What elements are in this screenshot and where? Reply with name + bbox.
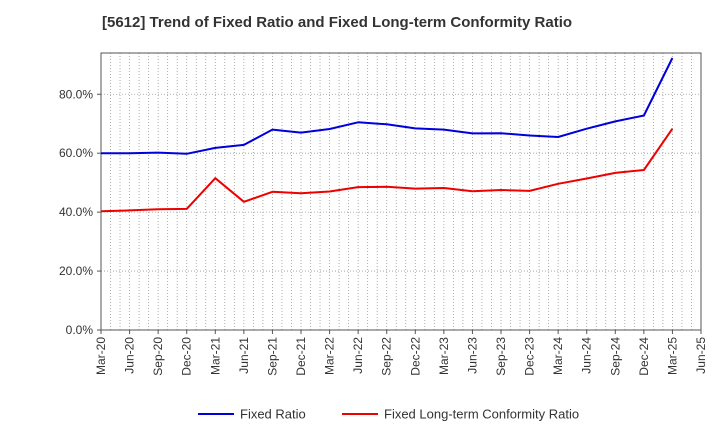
x-tick-label: Sep-20 [151, 337, 165, 376]
y-axis-ticks: 0.0% 20.0% 40.0% 60.0% 80.0% [59, 87, 101, 337]
x-axis-ticks: Mar-20 Jun-20 Sep-20 Dec-20 Mar-21 Jun-21 Sep-… [94, 330, 708, 376]
x-tick-label: Jun-24 [580, 337, 594, 374]
x-tick-label: Jun-20 [123, 337, 137, 374]
x-tick-label: Sep-24 [608, 337, 622, 376]
plot-area [101, 53, 701, 330]
x-tick-label: Mar-20 [94, 337, 108, 375]
y-tick-label: 40.0% [59, 205, 93, 219]
plot-border [100, 52, 702, 331]
x-tick-label: Sep-21 [265, 337, 279, 376]
horizontal-gridlines [101, 93, 701, 272]
x-tick-label: Dec-24 [637, 337, 651, 376]
y-tick-label: 0.0% [66, 323, 94, 337]
x-tick-label: Dec-22 [408, 337, 422, 376]
x-tick-label: Mar-24 [551, 337, 565, 375]
x-tick-label: Jun-23 [465, 337, 479, 374]
x-tick-label: Dec-20 [180, 337, 194, 376]
series-line-fixed-ratio [101, 57, 674, 155]
legend-label: Fixed Long-term Conformity Ratio [384, 407, 579, 422]
x-tick-label: Sep-23 [494, 337, 508, 376]
x-tick-label: Mar-22 [323, 337, 337, 375]
legend-label: Fixed Ratio [240, 407, 306, 422]
x-tick-label: Dec-23 [523, 337, 537, 376]
y-tick-label: 20.0% [59, 264, 93, 278]
legend: Fixed Ratio Fixed Long-term Conformity Ra… [198, 407, 579, 422]
x-tick-label: Mar-21 [208, 337, 222, 375]
y-tick-label: 80.0% [59, 87, 93, 101]
x-tick-label: Jun-22 [351, 337, 365, 374]
x-tick-label: Jun-25 [694, 337, 708, 374]
y-tick-label: 60.0% [59, 146, 93, 160]
x-tick-label: Mar-23 [437, 337, 451, 375]
series-line-fixed-long-term-conformity-ratio [100, 128, 674, 213]
x-tick-label: Sep-22 [380, 337, 394, 376]
x-tick-label: Mar-25 [665, 337, 679, 375]
x-tick-label: Jun-21 [237, 337, 251, 374]
x-tick-label: Dec-21 [294, 337, 308, 376]
chart-title: [5612] Trend of Fixed Ratio and Fixed Lo… [102, 14, 573, 31]
